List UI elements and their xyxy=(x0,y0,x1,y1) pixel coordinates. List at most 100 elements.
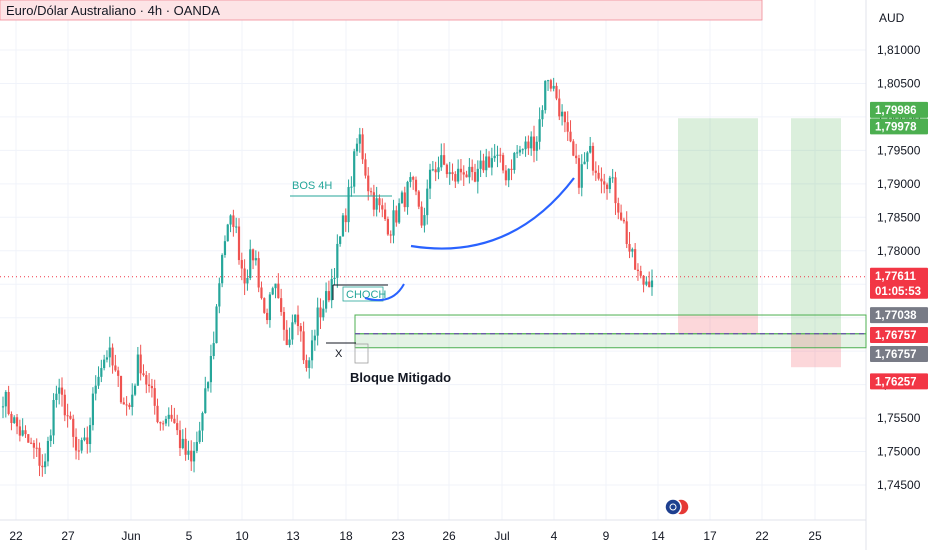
candle[interactable] xyxy=(479,150,482,178)
candle[interactable] xyxy=(600,167,603,194)
candle[interactable] xyxy=(468,158,471,184)
candle[interactable] xyxy=(442,143,446,166)
candle[interactable] xyxy=(308,357,311,379)
candle[interactable] xyxy=(482,153,485,173)
candle[interactable] xyxy=(538,107,541,150)
candle[interactable] xyxy=(524,136,527,157)
candle[interactable] xyxy=(128,402,131,410)
candle[interactable] xyxy=(296,305,300,336)
event-icons[interactable] xyxy=(664,498,690,516)
candle[interactable] xyxy=(139,344,142,381)
candle[interactable] xyxy=(29,437,33,445)
candle[interactable] xyxy=(319,298,322,329)
candle[interactable] xyxy=(485,148,488,178)
candle[interactable] xyxy=(192,442,196,473)
candle[interactable] xyxy=(476,160,479,194)
candle[interactable] xyxy=(100,359,103,383)
candle[interactable] xyxy=(471,159,474,181)
candle[interactable] xyxy=(560,104,564,126)
candle[interactable] xyxy=(27,434,30,443)
candle[interactable] xyxy=(591,142,595,176)
candle[interactable] xyxy=(589,136,592,154)
candle[interactable] xyxy=(4,390,7,418)
candle[interactable] xyxy=(611,168,614,183)
candle[interactable] xyxy=(305,354,308,372)
candle[interactable] xyxy=(218,277,221,314)
candle[interactable] xyxy=(465,170,468,178)
candle[interactable] xyxy=(341,213,345,237)
candle[interactable] xyxy=(7,385,10,416)
candle[interactable] xyxy=(147,373,151,393)
candle[interactable] xyxy=(459,159,463,181)
candle[interactable] xyxy=(13,415,16,424)
candle[interactable] xyxy=(586,151,589,170)
candle[interactable] xyxy=(184,427,187,461)
candle[interactable] xyxy=(285,320,288,346)
candle[interactable] xyxy=(583,152,586,165)
candle[interactable] xyxy=(431,161,434,172)
candle[interactable] xyxy=(133,383,137,397)
candle[interactable] xyxy=(406,180,409,215)
candle[interactable] xyxy=(417,189,420,210)
candle[interactable] xyxy=(333,267,336,285)
candle[interactable] xyxy=(181,429,184,450)
candle[interactable] xyxy=(448,161,451,185)
candle[interactable] xyxy=(420,201,423,228)
candle[interactable] xyxy=(372,184,375,217)
candle[interactable] xyxy=(636,263,640,281)
candle[interactable] xyxy=(339,235,342,247)
candle[interactable] xyxy=(580,154,583,197)
candle[interactable] xyxy=(254,250,257,266)
candle[interactable] xyxy=(347,179,350,233)
candle[interactable] xyxy=(209,344,213,393)
candle[interactable] xyxy=(361,128,364,164)
candle[interactable] xyxy=(597,165,600,181)
candle[interactable] xyxy=(164,415,168,427)
candle[interactable] xyxy=(187,440,190,460)
candle[interactable] xyxy=(400,190,404,204)
candle[interactable] xyxy=(462,165,465,186)
candle[interactable] xyxy=(386,216,390,236)
candle[interactable] xyxy=(162,420,165,431)
candle[interactable] xyxy=(378,194,381,213)
candle[interactable] xyxy=(499,147,502,163)
candle[interactable] xyxy=(49,429,52,447)
candle[interactable] xyxy=(69,411,72,420)
candle[interactable] xyxy=(577,154,581,195)
candle[interactable] xyxy=(513,151,516,174)
candle[interactable] xyxy=(94,375,97,401)
candle[interactable] xyxy=(268,292,272,328)
candle[interactable] xyxy=(353,148,356,194)
candle[interactable] xyxy=(280,288,283,316)
candle[interactable] xyxy=(527,135,530,155)
candle[interactable] xyxy=(10,411,13,431)
candle[interactable] xyxy=(403,186,406,212)
candle[interactable] xyxy=(544,80,547,114)
candle[interactable] xyxy=(170,405,173,422)
candle[interactable] xyxy=(614,171,617,215)
candle[interactable] xyxy=(21,418,24,437)
candle[interactable] xyxy=(369,187,373,196)
candle[interactable] xyxy=(274,283,277,299)
candle[interactable] xyxy=(105,350,109,363)
candle[interactable] xyxy=(223,235,227,258)
candle[interactable] xyxy=(221,253,224,288)
candle[interactable] xyxy=(645,276,648,287)
candle[interactable] xyxy=(608,175,611,194)
candle[interactable] xyxy=(131,383,134,416)
candle[interactable] xyxy=(496,145,499,168)
candle[interactable] xyxy=(555,82,558,101)
candle[interactable] xyxy=(24,425,27,438)
candle[interactable] xyxy=(32,440,36,459)
candle[interactable] xyxy=(117,366,120,387)
candle[interactable] xyxy=(136,346,139,386)
candle[interactable] xyxy=(617,197,620,220)
candle[interactable] xyxy=(201,411,204,442)
candle[interactable] xyxy=(575,143,578,164)
candle[interactable] xyxy=(178,420,182,456)
candle[interactable] xyxy=(631,247,634,258)
time-axis[interactable]: 22 27 Jun 5 10 13 18 23 26 Jul 4 9 14 17 22 25 xyxy=(9,529,822,543)
candle[interactable] xyxy=(229,214,232,233)
candle[interactable] xyxy=(563,111,567,133)
